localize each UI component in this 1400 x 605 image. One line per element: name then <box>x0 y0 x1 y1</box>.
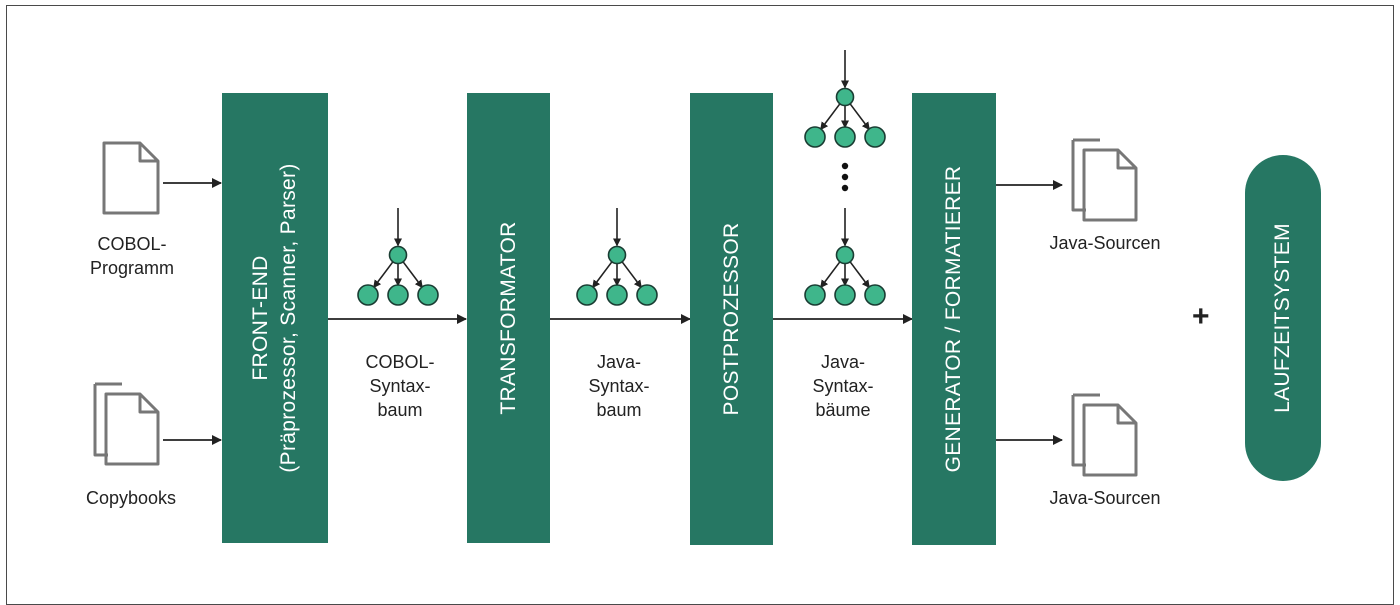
generator-stage: GENERATOR / FORMATIERER <box>912 93 996 545</box>
tree-leaf-node <box>387 284 409 306</box>
front-end-title: FRONT-END <box>249 255 272 381</box>
tree-root-node <box>607 245 627 265</box>
cobol-document-icon <box>102 141 160 215</box>
generator-label: GENERATOR / FORMATIERER <box>942 165 965 473</box>
tree-root-node <box>835 87 855 107</box>
tree-leaf-node <box>804 126 826 148</box>
tree-leaf-node <box>804 284 826 306</box>
copybooks-label: Copybooks <box>85 488 177 508</box>
tree-leaf-node <box>834 126 856 148</box>
java-syntax-trees-label: Java- Syntax- bäume <box>812 352 874 420</box>
java-syntax-tree-label: Java- Syntax- baum <box>588 352 650 420</box>
copybooks-documents-icon <box>93 382 160 466</box>
cobol-syntax-tree-label: COBOL- Syntax- baum <box>365 352 435 420</box>
tree-leaf-node <box>417 284 439 306</box>
runtime-system: LAUFZEITSYSTEM <box>1245 155 1321 481</box>
java-syntax-tree-icon-1 <box>804 50 886 148</box>
java-syntax-tree-icon-2 <box>804 208 886 306</box>
ellipsis-dot <box>841 162 849 170</box>
tree-leaf-node <box>834 284 856 306</box>
ellipsis-dot <box>841 184 849 192</box>
tree-leaf-node <box>864 284 886 306</box>
transformator-stage: TRANSFORMATOR <box>467 93 550 543</box>
ellipsis-dot <box>841 173 849 181</box>
postprozessor-label: POSTPROZESSOR <box>719 222 743 416</box>
tree-leaf-node <box>606 284 628 306</box>
tree-root-node <box>835 245 855 265</box>
runtime-system-label: LAUFZEITSYSTEM <box>1271 223 1294 413</box>
java-sources-1-documents-icon <box>1071 138 1138 222</box>
java-sources-2-documents-icon <box>1071 393 1138 477</box>
tree-root-node <box>388 245 408 265</box>
cobol-syntax-tree-icon <box>357 208 439 306</box>
tree-leaf-node <box>864 126 886 148</box>
front-end-subtitle: (Präprozessor, Scanner, Parser) <box>277 163 300 473</box>
postprozessor-stage: POSTPROZESSOR <box>690 93 773 545</box>
transformator-label: TRANSFORMATOR <box>496 221 520 415</box>
plus-sign: + <box>1192 300 1210 333</box>
front-end-stage: FRONT-END (Präprozessor, Scanner, Parser… <box>222 93 328 543</box>
tree-leaf-node <box>357 284 379 306</box>
cobol-program-label: COBOL- Programm <box>89 234 174 278</box>
tree-leaf-node <box>576 284 598 306</box>
java-sources-label-2: Java-Sourcen <box>1049 488 1161 508</box>
java-syntax-tree-icon <box>576 208 658 306</box>
tree-leaf-node <box>636 284 658 306</box>
java-sources-label-1: Java-Sourcen <box>1049 233 1161 253</box>
